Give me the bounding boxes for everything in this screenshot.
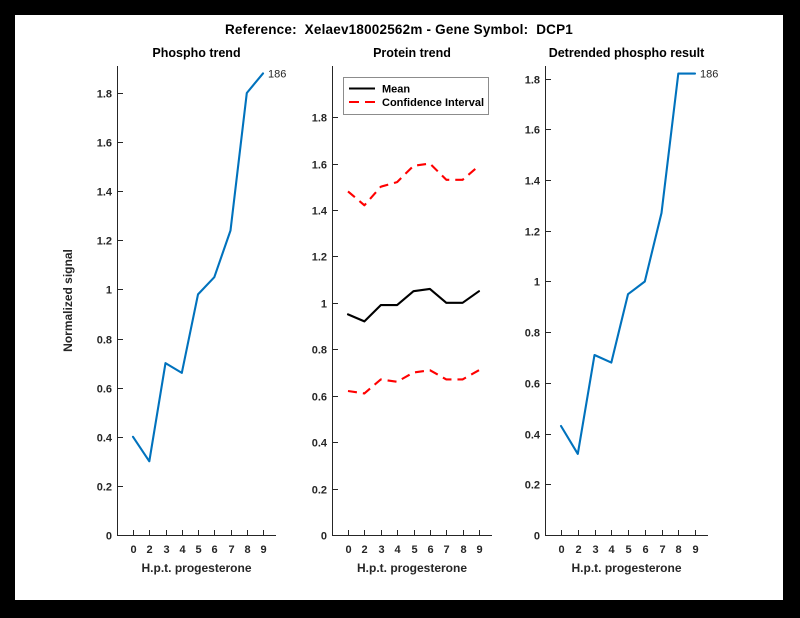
axis-spines bbox=[332, 66, 492, 536]
x-axis-label: H.p.t. progesterone bbox=[357, 561, 467, 575]
y-axis-tick-label: 0.8 bbox=[97, 335, 112, 347]
y-axis-tick-label: 1.4 bbox=[97, 187, 113, 199]
x-axis-tick-label: 4 bbox=[394, 544, 401, 556]
y-axis-tick-label: 1 bbox=[534, 277, 540, 289]
x-axis-tick-label: 3 bbox=[378, 544, 384, 556]
x-axis-label: H.p.t. progesterone bbox=[141, 561, 251, 575]
y-axis-tick-label: 0.6 bbox=[312, 392, 327, 404]
figure-canvas: Reference: Xelaev18002562m - Gene Symbol… bbox=[15, 15, 783, 600]
x-axis-tick-label: 8 bbox=[675, 544, 681, 556]
legend-border bbox=[343, 77, 489, 115]
y-axis-tick-label: 0.2 bbox=[97, 482, 112, 494]
x-axis-tick-label: 8 bbox=[244, 544, 250, 556]
axis-spines bbox=[545, 66, 708, 536]
subplots-svg: 00.20.40.60.811.21.41.61.80 2 3 4 5 6 7 8 9H.p.t… bbox=[61, 46, 719, 575]
y-axis-tick-label: 0 bbox=[106, 531, 112, 543]
subplot-title: Detrended phospho result bbox=[549, 46, 705, 60]
y-axis-tick-label: 1.2 bbox=[97, 236, 112, 248]
figure-title: Reference: Xelaev18002562m - Gene Symbol… bbox=[224, 22, 574, 37]
x-axis-tick-label: 4 bbox=[608, 544, 615, 556]
y-axis-tick-label: 1.6 bbox=[525, 125, 540, 137]
y-axis-tick-label: 1.8 bbox=[312, 113, 327, 125]
y-axis-tick-label: 1.4 bbox=[312, 206, 328, 218]
confidence-interval-upper-line bbox=[347, 162, 480, 207]
y-axis-tick-label: 1.6 bbox=[97, 138, 112, 150]
x-axis-tick-label: 9 bbox=[476, 544, 482, 556]
y-axis-tick-label: 0.4 bbox=[97, 433, 113, 445]
x-axis-tick-label: 2 bbox=[361, 544, 367, 556]
y-axis-label: Normalized signal bbox=[61, 249, 75, 352]
x-axis-tick-label: 6 bbox=[642, 544, 648, 556]
subplot-title: Protein trend bbox=[373, 46, 451, 60]
y-axis-tick-label: 1 bbox=[321, 299, 327, 311]
y-axis-tick-label: 0.4 bbox=[312, 438, 328, 450]
x-axis-tick-label: 5 bbox=[411, 544, 417, 556]
y-axis-tick-label: 1.6 bbox=[312, 160, 327, 172]
x-axis-tick-label: 0 bbox=[130, 544, 136, 556]
y-axis-tick-label: 0 bbox=[534, 531, 540, 543]
subplot-phospho-trend: 00.20.40.60.811.21.41.61.80 2 3 4 5 6 7 8 9H.p.t… bbox=[61, 46, 286, 575]
axis-spines bbox=[117, 66, 276, 536]
x-axis-tick-label: 2 bbox=[575, 544, 581, 556]
x-axis-tick-label: 6 bbox=[427, 544, 433, 556]
y-axis-tick-label: 1.2 bbox=[525, 227, 540, 239]
x-axis-tick-label: 4 bbox=[179, 544, 186, 556]
x-axis-tick-label: 6 bbox=[211, 544, 217, 556]
x-axis-tick-label: 3 bbox=[163, 544, 169, 556]
y-axis-tick-label: 1.2 bbox=[312, 252, 327, 264]
mean-line bbox=[346, 287, 481, 323]
y-axis-tick-label: 1 bbox=[106, 285, 112, 297]
y-axis-tick-label: 1.4 bbox=[525, 176, 541, 188]
y-axis-tick-label: 0.6 bbox=[525, 379, 540, 391]
x-axis-tick-label: 3 bbox=[592, 544, 598, 556]
x-axis-tick-label: 7 bbox=[228, 544, 234, 556]
y-axis-tick-label: 0.2 bbox=[525, 480, 540, 492]
y-axis-tick-label: 1.8 bbox=[525, 75, 540, 87]
phospho-trend-line bbox=[131, 72, 265, 463]
y-axis-tick-label: 0 bbox=[321, 531, 327, 543]
y-axis-tick-label: 0.2 bbox=[312, 485, 327, 497]
line-end-annotation: 186 bbox=[700, 69, 718, 81]
x-axis-tick-label: 7 bbox=[443, 544, 449, 556]
y-axis-tick-label: 0.8 bbox=[312, 345, 327, 357]
detrended-phospho-line bbox=[559, 72, 697, 455]
x-axis-tick-label: 9 bbox=[692, 544, 698, 556]
x-axis-tick-label: 5 bbox=[195, 544, 201, 556]
subplot-title: Phospho trend bbox=[152, 46, 240, 60]
x-axis-tick-label: 5 bbox=[625, 544, 631, 556]
x-axis-tick-label: 7 bbox=[659, 544, 665, 556]
subplot-protein-trend: 00.20.40.60.811.21.41.61.80 2 3 4 5 6 7 8 9H.p.t… bbox=[312, 46, 492, 575]
x-axis-tick-label: 0 bbox=[558, 544, 564, 556]
line-end-annotation: 186 bbox=[268, 68, 286, 80]
x-axis-tick-label: 0 bbox=[345, 544, 351, 556]
y-axis-tick-label: 0.8 bbox=[525, 328, 540, 340]
confidence-interval-lower-line bbox=[347, 369, 480, 395]
legend-entry-label: Mean bbox=[382, 84, 410, 96]
legend-entry-label: Confidence Interval bbox=[382, 97, 484, 109]
x-axis-label: H.p.t. progesterone bbox=[571, 561, 681, 575]
subplot-detrended-phospho-result: 00.20.40.60.811.21.41.61.80 2 3 4 5 6 7 8 9H.p.t… bbox=[525, 46, 719, 575]
y-axis-tick-label: 0.6 bbox=[97, 384, 112, 396]
y-axis-tick-label: 1.8 bbox=[97, 89, 112, 101]
x-axis-tick-label: 8 bbox=[460, 544, 466, 556]
y-axis-tick-label: 0.4 bbox=[525, 430, 541, 442]
x-axis-tick-label: 9 bbox=[260, 544, 266, 556]
x-axis-tick-label: 2 bbox=[146, 544, 152, 556]
